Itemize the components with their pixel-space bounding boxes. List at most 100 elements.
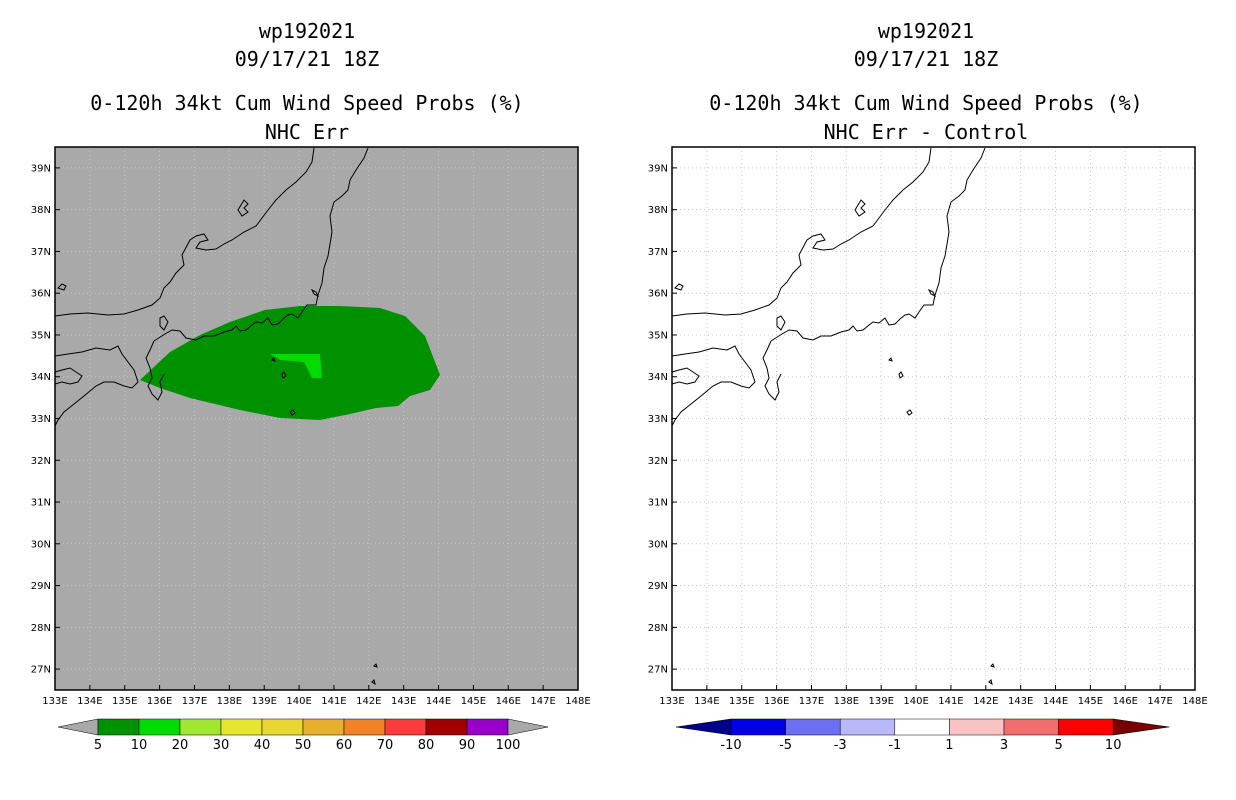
colorbar-swatch [730,718,786,736]
colorbar-swatch [949,718,1005,736]
lon-tick-label: 138E [834,696,859,707]
lat-tick-label: 35N [31,330,51,341]
lon-tick-label: 143E [1008,696,1033,707]
colorbar-label: 50 [295,738,312,753]
lon-tick-label: 140E [903,696,928,707]
left-axis-labels: 133E 134E 135E 136E 137E 138E 139E 140E 141E 142E… [31,163,591,707]
lon-tick-label: 145E [461,696,486,707]
colorbar-low-end [675,718,732,736]
lon-tick-label: 147E [1147,696,1172,707]
colorbar-label: 1 [945,738,953,753]
colorbar-label: 70 [377,738,394,753]
lat-tick-label: 38N [648,205,668,216]
right-subtitle: NHC Err - Control [823,120,1029,144]
colorbar-swatch [220,718,263,736]
colorbar-label: -1 [888,738,901,753]
lon-tick-label: 135E [729,696,754,707]
lon-tick-label: 135E [112,696,137,707]
left-datetime: 09/17/21 18Z [234,47,380,71]
lon-tick-label: 139E [868,696,893,707]
right-map-panel: 133E 134E 135E 136E 137E 138E 139E 140E 141E 142E… [648,146,1208,707]
lat-tick-label: 33N [31,414,51,425]
left-storm-id: wp192021 [258,19,356,43]
lon-tick-label: 133E [659,696,684,707]
colorbar-label: 60 [336,738,353,753]
right-map-background [672,147,1195,690]
colorbar-swatch [785,718,841,736]
right-axis-labels: 133E 134E 135E 136E 137E 138E 139E 140E 141E 142E… [648,163,1208,707]
colorbar-swatch [839,718,896,736]
colorbar-label: -5 [779,738,792,753]
lat-tick-label: 32N [31,456,51,467]
lon-tick-label: 142E [356,696,381,707]
lat-tick-label: 30N [648,539,668,550]
colorbar-label: 40 [254,738,271,753]
colorbar-swatch [261,718,304,736]
colorbar-swatch [302,718,345,736]
lon-tick-label: 133E [42,696,67,707]
left-map-panel: 133E 134E 135E 136E 137E 138E 139E 140E 141E 142E… [31,146,591,707]
lat-tick-label: 37N [648,247,668,258]
colorbar-low-end [57,718,99,736]
colorbar-swatch [425,718,468,736]
colorbar-swatch [1058,718,1114,736]
lon-tick-label: 139E [251,696,276,707]
lon-tick-label: 140E [286,696,311,707]
left-product-title: 0-120h 34kt Cum Wind Speed Probs (%) [90,91,524,115]
lon-tick-label: 137E [799,696,824,707]
colorbar-label: 20 [172,738,189,753]
lat-tick-label: 35N [648,330,668,341]
lat-tick-label: 36N [31,289,51,300]
colorbar-high-end [507,718,549,736]
lat-tick-label: 39N [648,163,668,174]
lat-tick-label: 34N [31,372,51,383]
colorbar-label: -3 [834,738,847,753]
right-datetime: 09/17/21 18Z [853,47,999,71]
lon-tick-label: 134E [694,696,719,707]
colorbar-swatch [138,718,181,736]
colorbar-swatch [1003,718,1059,736]
lat-tick-label: 29N [648,581,668,592]
lon-tick-label: 146E [496,696,521,707]
colorbar-swatch [179,718,222,736]
lon-tick-label: 146E [1113,696,1138,707]
colorbar-swatch [343,718,386,736]
lon-tick-label: 141E [321,696,346,707]
lon-tick-label: 142E [973,696,998,707]
colorbar-label: 5 [94,738,102,753]
lat-tick-label: 28N [31,623,51,634]
lat-tick-label: 38N [31,205,51,216]
lat-tick-label: 36N [648,289,668,300]
colorbar-label: 3 [1000,738,1008,753]
lon-tick-label: 143E [391,696,416,707]
lat-tick-label: 29N [31,581,51,592]
left-colorbar: 5 10 20 30 40 50 60 70 80 90 100 [57,718,549,753]
colorbar-label: 10 [131,738,148,753]
lon-tick-label: 148E [1182,696,1207,707]
prob-area-5-10 [140,306,440,420]
lon-tick-label: 141E [938,696,963,707]
lat-tick-label: 37N [31,247,51,258]
lon-tick-label: 138E [217,696,242,707]
colorbar-label: 80 [418,738,435,753]
lat-tick-label: 33N [648,414,668,425]
lon-tick-label: 145E [1078,696,1103,707]
lon-tick-label: 136E [764,696,789,707]
lon-tick-label: 144E [426,696,451,707]
colorbar-swatch [894,718,950,736]
left-grid [55,147,578,690]
right-product-title: 0-120h 34kt Cum Wind Speed Probs (%) [709,91,1143,115]
lat-tick-label: 34N [648,372,668,383]
left-subtitle: NHC Err [264,120,350,144]
colorbar-label: 100 [496,738,521,753]
lon-tick-label: 144E [1043,696,1068,707]
colorbar-label: -10 [720,738,741,753]
colorbar-label: 5 [1054,738,1062,753]
right-storm-id: wp192021 [877,19,975,43]
lon-tick-label: 148E [565,696,590,707]
right-colorbar: -10 -5 -3 -1 1 3 5 10 [675,718,1170,753]
lon-tick-label: 137E [182,696,207,707]
lon-tick-label: 147E [530,696,555,707]
lat-tick-label: 30N [31,539,51,550]
